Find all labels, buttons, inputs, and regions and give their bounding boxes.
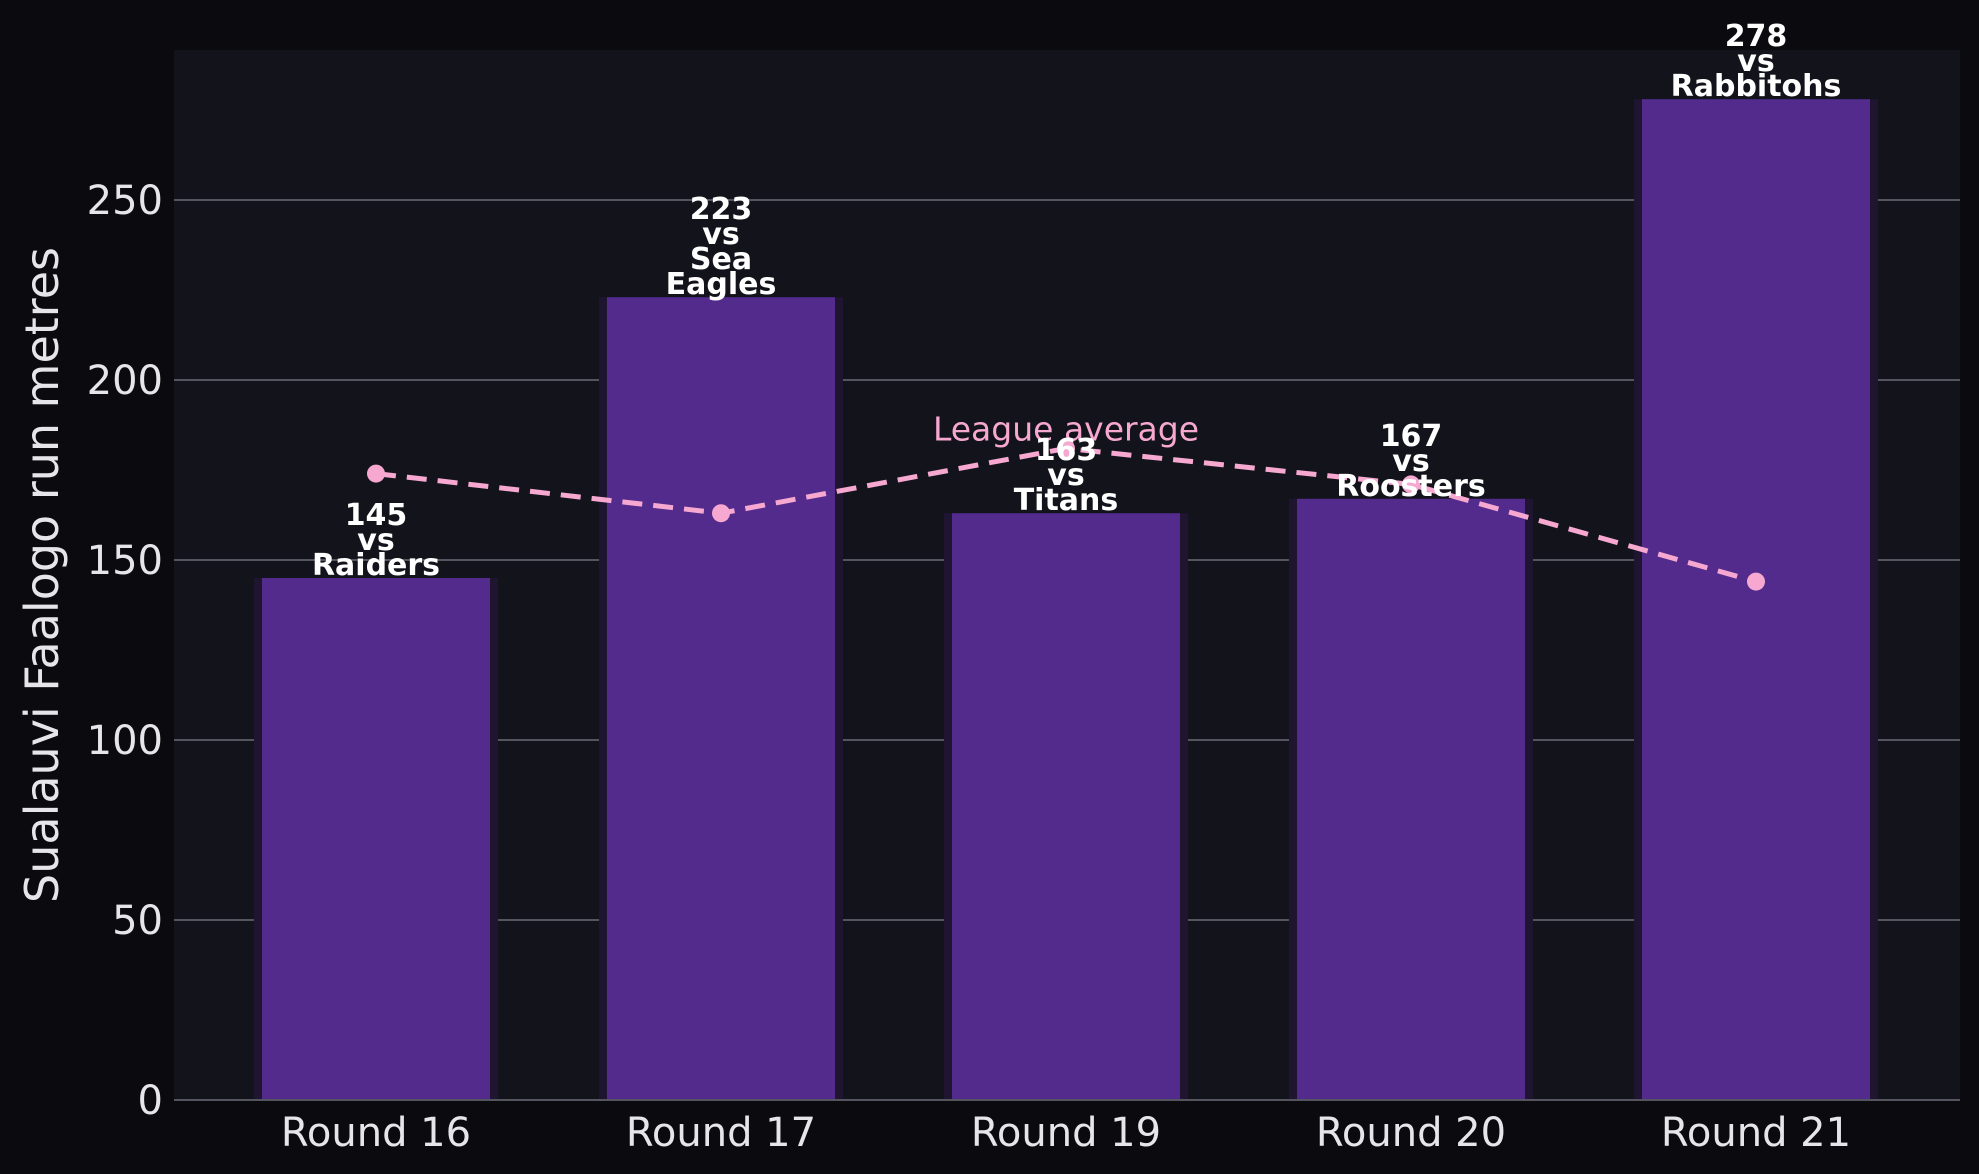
bar-label-4-line-3: Roosters [1336, 469, 1486, 504]
bar-label-5-line-1: 278 [1725, 19, 1788, 54]
x-axis-ticks: Round 16 Round 17 Round 19 Round 20 Round 21 [281, 1110, 1851, 1156]
bar-label-1-line-2: vs [357, 523, 394, 558]
bar-label-5-line-2: vs [1737, 44, 1774, 79]
y-tick-label-250: 250 [87, 178, 163, 224]
bar-label-2-line-2: vs [702, 217, 739, 252]
y-axis-ticks: 0 50 100 150 200 250 [87, 178, 163, 1124]
y-tick-label-50: 50 [112, 898, 163, 944]
bar-label-2-line-4: Eagles [666, 267, 777, 302]
bar-4 [1297, 498, 1525, 1100]
bar-label-4-line-2: vs [1392, 444, 1429, 479]
bar-label-1-line-3: Raiders [312, 548, 440, 583]
bar-label-5-line-3: Rabbitohs [1671, 69, 1842, 104]
y-axis-title: Sualauvi Faalogo run metres [15, 247, 69, 903]
bar-labels: 145vsRaiders223vsSeaEagles163vsTitans167… [312, 19, 1841, 583]
y-tick-label-150: 150 [87, 538, 163, 584]
bar-label-3-line-1: 163 [1035, 433, 1098, 468]
average-point-4 [1402, 475, 1420, 494]
bar-label-1-line-1: 145 [345, 498, 408, 533]
average-point-5 [1747, 572, 1765, 591]
y-tick-label-200: 200 [87, 358, 163, 404]
x-tick-label-3: Round 19 [971, 1110, 1161, 1156]
bar-label-4-line-1: 167 [1380, 419, 1443, 454]
bar-label-3-line-3: Titans [1014, 483, 1119, 518]
x-tick-label-2: Round 17 [626, 1110, 816, 1156]
bar-3 [952, 513, 1180, 1100]
y-tick-label-100: 100 [87, 718, 163, 764]
bar-1 [262, 578, 490, 1100]
bar-5 [1642, 99, 1870, 1100]
bars [254, 99, 1878, 1100]
league-average-line: League average [367, 409, 1765, 591]
bar-2 [607, 297, 835, 1100]
league-average-label: League average [933, 409, 1199, 448]
average-point-2 [712, 504, 730, 523]
average-point-3 [1057, 439, 1075, 458]
x-tick-label-5: Round 21 [1661, 1110, 1851, 1156]
x-tick-label-4: Round 20 [1316, 1110, 1506, 1156]
average-point-1 [367, 464, 385, 483]
y-tick-label-0: 0 [138, 1078, 163, 1124]
bar-label-2-line-3: Sea [690, 242, 752, 277]
bar-label-3-line-2: vs [1047, 458, 1084, 493]
x-tick-label-1: Round 16 [281, 1110, 471, 1156]
bar-label-2-line-1: 223 [690, 192, 753, 227]
